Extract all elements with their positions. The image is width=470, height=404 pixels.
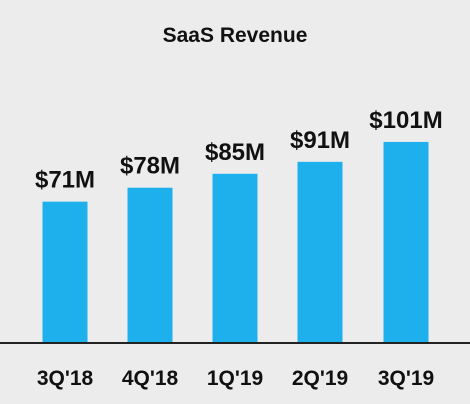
data-label-5: $101M [369,107,442,134]
x-tick-label-1: 3Q'18 [37,367,94,390]
x-tick-label-2: 4Q'18 [122,367,179,390]
x-tick-label-5: 3Q'19 [378,367,434,390]
chart-title: SaaS Revenue [163,24,308,47]
data-label-3: $85M [205,139,265,166]
bar-2 [127,187,173,343]
data-label-group: $71M $78M $85M $91M $101M [35,107,443,194]
x-tick-label-3: 1Q'19 [207,367,263,390]
bar-group [42,141,429,343]
x-tick-label-group: 3Q'18 4Q'18 1Q'19 2Q'19 3Q'19 [37,367,434,390]
data-label-4: $91M [290,127,350,154]
x-tick-label-4: 2Q'19 [292,367,348,390]
data-label-1: $71M [35,167,95,194]
bar-3 [212,173,258,343]
bar-1 [42,201,88,343]
data-label-2: $78M [120,153,180,180]
bar-5 [383,141,429,343]
bar-4 [297,161,343,343]
